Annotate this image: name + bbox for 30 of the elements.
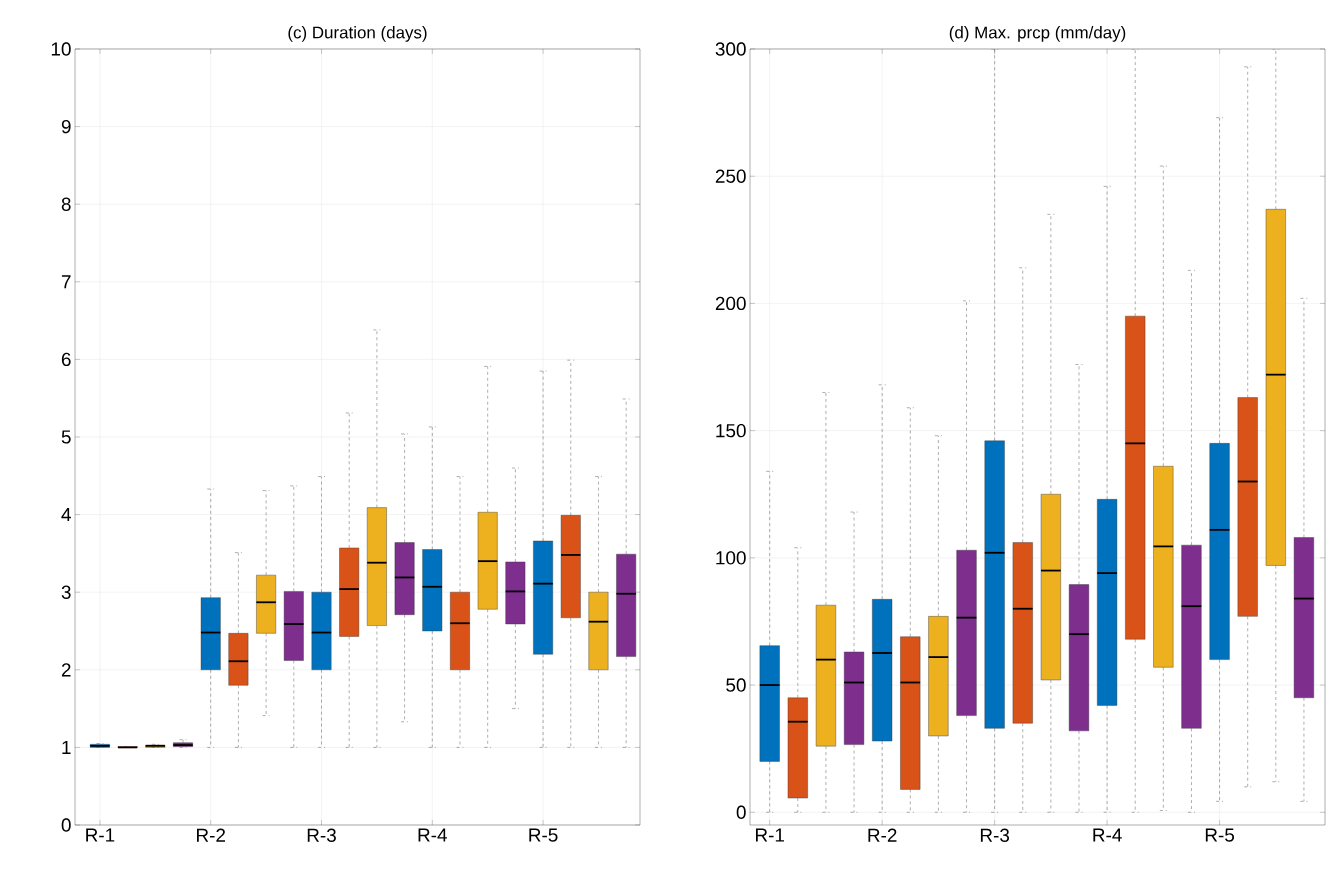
- y-tick-label: 100: [716, 551, 746, 565]
- y-tick-label: 7: [61, 275, 71, 289]
- y-tick-label: 50: [726, 678, 746, 692]
- x-tick-label: R-1: [86, 828, 115, 842]
- y-tick-label: 3: [61, 585, 71, 599]
- x-tick-label: R-3: [307, 828, 336, 842]
- chart-title: (d) Max. prcp (mm/day): [949, 26, 1126, 42]
- x-tick-label: R-4: [418, 828, 447, 842]
- x-tick-label: R-5: [1205, 828, 1235, 842]
- x-tick-label: R-3: [980, 828, 1010, 842]
- x-tick-label: R-1: [755, 828, 785, 842]
- y-tick-label: 10: [51, 42, 71, 56]
- y-tick-label: 2: [61, 663, 71, 677]
- chart-title: (c) Duration (days): [288, 26, 427, 42]
- y-tick-label: 0: [61, 818, 71, 832]
- y-tick-label: 5: [61, 430, 71, 444]
- x-tick-label: R-2: [197, 828, 226, 842]
- y-tick-label: 250: [715, 169, 746, 183]
- x-tick-label: R-2: [868, 828, 897, 842]
- y-tick-label: 1: [62, 740, 71, 754]
- y-tick-label: 200: [715, 296, 746, 311]
- y-tick-label: 6: [61, 352, 71, 367]
- y-tick-label: 8: [61, 197, 71, 211]
- y-tick-label: 9: [61, 119, 71, 134]
- y-tick-label: 300: [715, 42, 746, 56]
- x-tick-label: R-4: [1093, 828, 1122, 842]
- y-tick-label: 150: [716, 423, 746, 438]
- y-tick-label: 4: [61, 508, 71, 522]
- y-tick-label: 0: [736, 805, 746, 819]
- x-tick-label: R-5: [529, 828, 558, 842]
